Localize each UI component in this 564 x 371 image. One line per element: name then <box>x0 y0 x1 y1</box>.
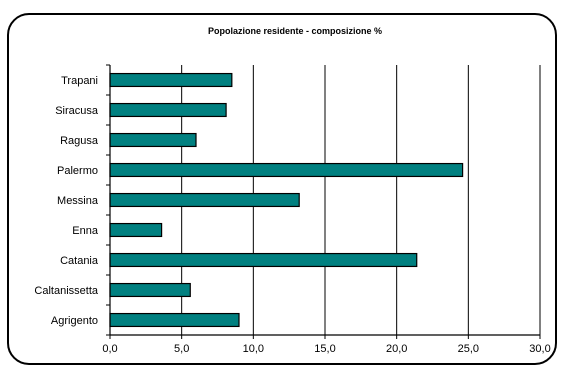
bar-agrigento <box>109 312 240 328</box>
category-label: Messina <box>57 195 99 207</box>
category-label: Agrigento <box>51 315 98 327</box>
bar-messina <box>109 192 300 208</box>
bar-catania <box>109 252 418 268</box>
category-label: Trapani <box>61 75 98 87</box>
category-labels: Agrigento Caltanissetta Catania Enna Messina… <box>34 75 98 327</box>
x-tick-label: 5,0 <box>174 343 189 355</box>
bar-siracusa <box>109 102 227 118</box>
category-label: Catania <box>60 255 99 267</box>
x-tick-label: 10,0 <box>243 343 264 355</box>
bar-caltanissetta <box>109 282 191 298</box>
bar-ragusa <box>109 132 197 148</box>
category-label: Caltanissetta <box>34 285 98 297</box>
chart-title: Popolazione residente - composizione % <box>208 26 382 36</box>
chart-frame <box>7 13 557 365</box>
category-label: Siracusa <box>55 105 99 117</box>
x-tick-label: 20,0 <box>386 343 407 355</box>
bar-trapani <box>109 72 233 88</box>
x-tick-label: 15,0 <box>314 343 335 355</box>
category-label: Palermo <box>57 165 98 177</box>
x-tick-label: 30,0 <box>529 343 550 355</box>
category-label: Enna <box>72 225 99 237</box>
bar-enna <box>109 222 163 238</box>
bar-palermo <box>109 162 464 178</box>
bars <box>109 72 464 328</box>
x-tick-label: 25,0 <box>458 343 479 355</box>
axes <box>106 64 541 339</box>
x-tick-labels: 0,0 5,0 10,0 15,0 20,0 25,0 30,0 <box>102 343 550 355</box>
category-label: Ragusa <box>60 135 99 147</box>
x-tick-label: 0,0 <box>102 343 117 355</box>
